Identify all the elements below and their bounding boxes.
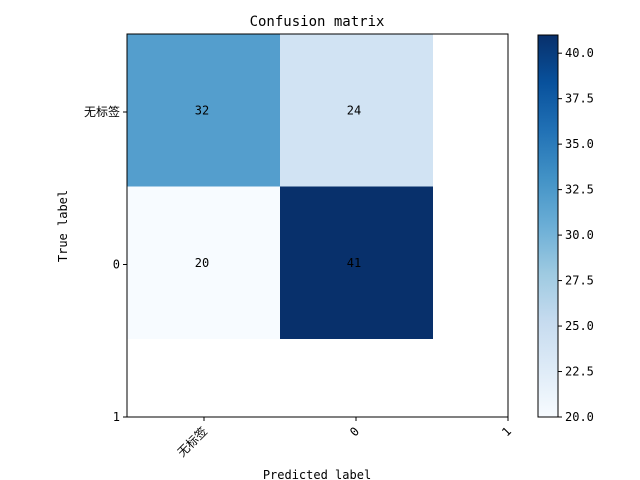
heatmap-cell	[280, 186, 433, 339]
x-axis-ticks: 无标签 0 1	[174, 417, 514, 460]
x-tick-label: 无标签	[174, 424, 210, 460]
y-tick-label: 1	[113, 410, 120, 424]
cell-value-label: 24	[347, 104, 361, 118]
x-tick-label: 1	[499, 424, 514, 439]
cell-value-label: 32	[195, 104, 209, 118]
x-tick-label: 0	[347, 424, 362, 439]
y-tick-label: 0	[113, 258, 120, 272]
heatmap-cell	[280, 34, 433, 187]
colorbar-tick-label: 32.5	[565, 183, 594, 197]
colorbar-tick-label: 27.5	[565, 274, 594, 288]
colorbar-tick-label: 20.0	[565, 410, 594, 424]
colorbar-ticks: 20.0 22.5 25.0 27.5 30.0 32.5 35.0 37.5 40.0	[558, 46, 594, 424]
heatmap-cells	[127, 34, 433, 339]
y-tick-label: 无标签	[84, 104, 120, 119]
colorbar-gradient	[537, 34, 559, 418]
cell-value-label: 20	[195, 256, 209, 270]
colorbar-tick-label: 35.0	[565, 137, 594, 151]
heatmap-cell	[127, 186, 280, 339]
colorbar-tick-label: 22.5	[565, 365, 594, 379]
x-axis-label: Predicted label	[263, 468, 371, 480]
cell-annotations: 32 24 20 41	[195, 104, 361, 271]
y-axis-label: True label	[56, 190, 70, 262]
colorbar-tick-label: 37.5	[565, 92, 594, 106]
colorbar-tick-label: 40.0	[565, 46, 594, 60]
plot-frame	[126, 33, 509, 418]
chart-title: Confusion matrix	[250, 14, 385, 30]
cell-value-label: 41	[347, 256, 361, 270]
heatmap-cell	[127, 34, 280, 187]
colorbar: 20.0 22.5 25.0 27.5 30.0 32.5 35.0 37.5 40.0	[537, 34, 594, 424]
colorbar-tick-label: 30.0	[565, 228, 594, 242]
y-axis-ticks: 无标签 0 1	[84, 104, 127, 424]
colorbar-tick-label: 25.0	[565, 319, 594, 333]
